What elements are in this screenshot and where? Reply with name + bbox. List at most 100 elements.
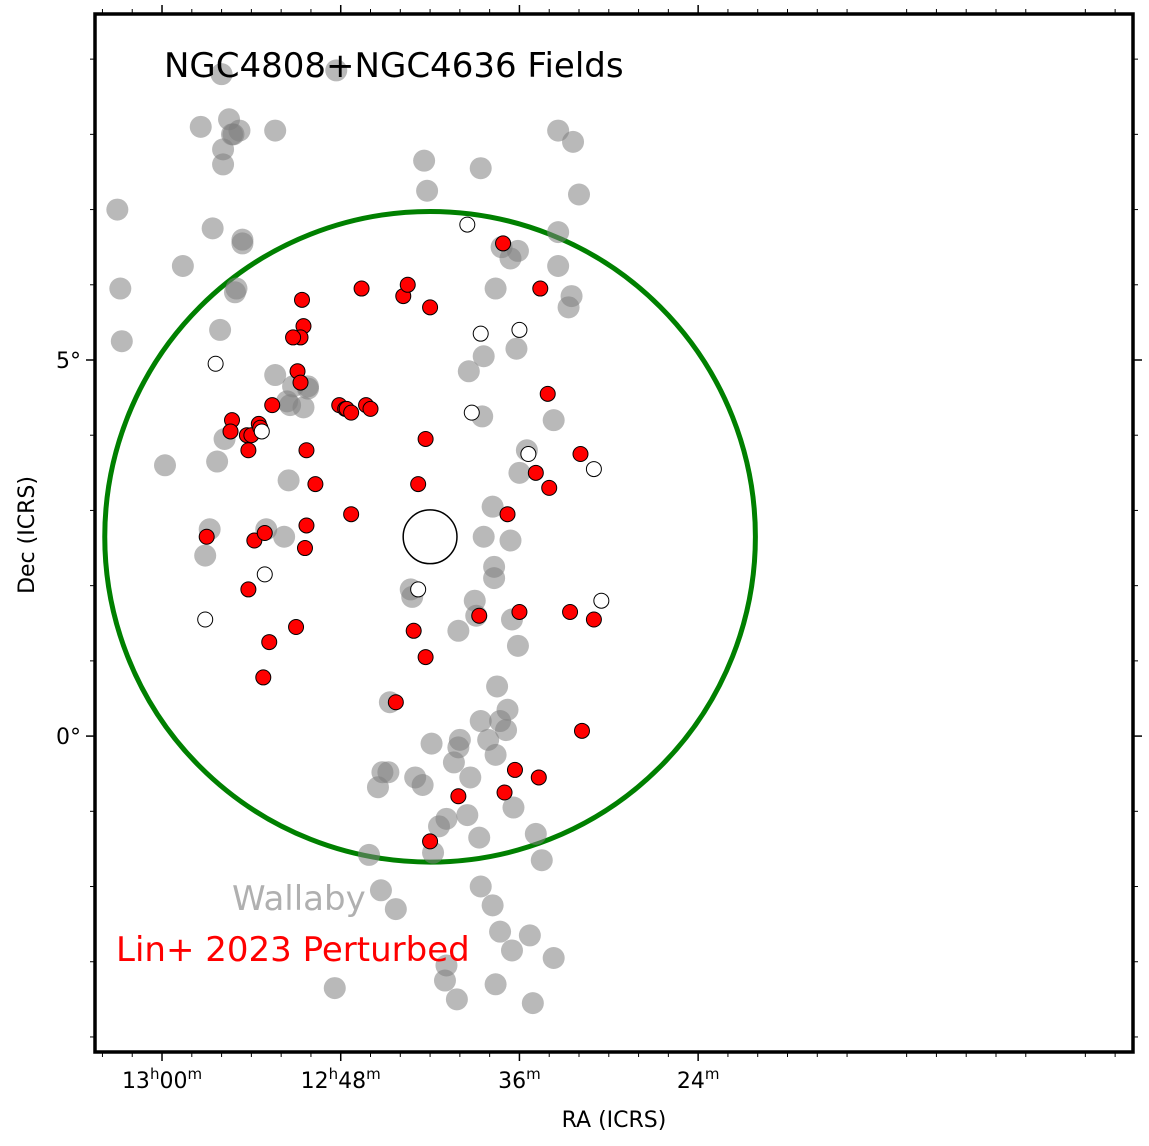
wallaby-point [506, 634, 529, 657]
perturbed-point [511, 603, 528, 620]
wallaby-point [210, 63, 233, 86]
wallaby-point [547, 221, 570, 244]
perturbed-point [422, 299, 439, 316]
wallaby-point [366, 776, 389, 799]
perturbed-point [240, 581, 257, 598]
wallaby-point [477, 728, 500, 751]
wallaby-point [106, 198, 129, 221]
wallaby-point [206, 450, 229, 473]
wallaby-point [468, 826, 491, 849]
open-point [511, 321, 528, 338]
wallaby-point [231, 228, 254, 251]
perturbed-point [417, 649, 434, 666]
perturbed-point [495, 235, 512, 252]
perturbed-point [292, 374, 309, 391]
perturbed-point [506, 761, 523, 778]
perturbed-point [343, 506, 360, 523]
perturbed-point [298, 517, 315, 534]
wallaby-point [384, 898, 407, 921]
wallaby-point [568, 183, 591, 206]
perturbed-point [399, 276, 416, 293]
wallaby-point [530, 849, 553, 872]
wallaby-point [448, 728, 471, 751]
wallaby-point [483, 567, 506, 590]
perturbed-point [198, 528, 215, 545]
wallaby-point [110, 330, 133, 353]
wallaby-point [499, 529, 522, 552]
center-layer [402, 509, 458, 565]
open-point [207, 355, 224, 372]
wallaby-point [456, 804, 479, 827]
perturbed-point [285, 329, 302, 346]
wallaby-point [481, 894, 504, 917]
wallaby-point [273, 525, 296, 548]
wallaby-point [524, 822, 547, 845]
perturbed-point [255, 669, 272, 686]
open-point [459, 216, 476, 233]
wallaby-point [228, 119, 251, 142]
wallaby-point [542, 409, 565, 432]
wallaby-point [557, 296, 580, 319]
perturbed-point [410, 476, 427, 493]
wallaby-point [521, 992, 544, 1015]
wallaby-point [109, 277, 132, 300]
wallaby-point [416, 179, 439, 202]
perturbed-point [417, 430, 434, 447]
wallaby-point [547, 254, 570, 277]
wallaby-point [277, 469, 300, 492]
perturbed-point [261, 634, 278, 651]
legend-entry-wallaby: Wallaby [232, 879, 366, 919]
wallaby-point [518, 924, 541, 947]
wallaby-point [264, 119, 287, 142]
wallaby-point [369, 879, 392, 902]
points-layer [106, 59, 610, 1015]
open-point [197, 611, 214, 628]
wallaby-point [194, 544, 217, 567]
perturbed-point [256, 525, 273, 541]
perturbed-point [298, 442, 315, 459]
open-point [253, 423, 270, 440]
perturbed-point [527, 464, 544, 481]
wallaby-point [225, 277, 248, 300]
wallaby-point [472, 345, 495, 368]
wallaby-point [153, 454, 176, 477]
wallaby-point [469, 710, 492, 733]
perturbed-point [573, 722, 590, 739]
wallaby-point [209, 318, 232, 341]
open-point [585, 461, 602, 478]
open-point [256, 566, 273, 583]
wallaby-point [264, 364, 287, 387]
open-point [593, 592, 610, 609]
perturbed-point [405, 622, 422, 639]
perturbed-point [307, 476, 324, 493]
perturbed-point [240, 442, 257, 459]
wallaby-point [481, 495, 504, 518]
perturbed-point [343, 404, 360, 421]
perturbed-point [539, 385, 556, 402]
wallaby-point [562, 130, 585, 153]
x-tick-label: 24m [677, 1065, 720, 1094]
wallaby-point [447, 619, 470, 642]
wallaby-point [502, 796, 525, 819]
perturbed-point [541, 479, 558, 496]
x-tick-label: 12h48m [301, 1065, 381, 1094]
wallaby-point [413, 149, 436, 172]
open-point [463, 404, 480, 421]
perturbed-point [499, 506, 516, 523]
perturbed-point [422, 833, 439, 850]
wallaby-point [484, 277, 507, 300]
wallaby-point [486, 675, 509, 698]
perturbed-point [450, 788, 467, 805]
wallaby-point [489, 710, 512, 733]
x-tick-label: 36m [498, 1065, 541, 1094]
wallaby-point [358, 843, 381, 866]
center-marker [402, 509, 458, 565]
x-axis-label: RA (ICRS) [562, 1108, 667, 1133]
wallaby-point [404, 766, 427, 789]
perturbed-point [296, 540, 313, 557]
perturbed-point [288, 619, 305, 636]
y-tick-label: 0° [56, 725, 81, 750]
wallaby-point [547, 119, 570, 142]
wallaby-point [484, 973, 507, 996]
